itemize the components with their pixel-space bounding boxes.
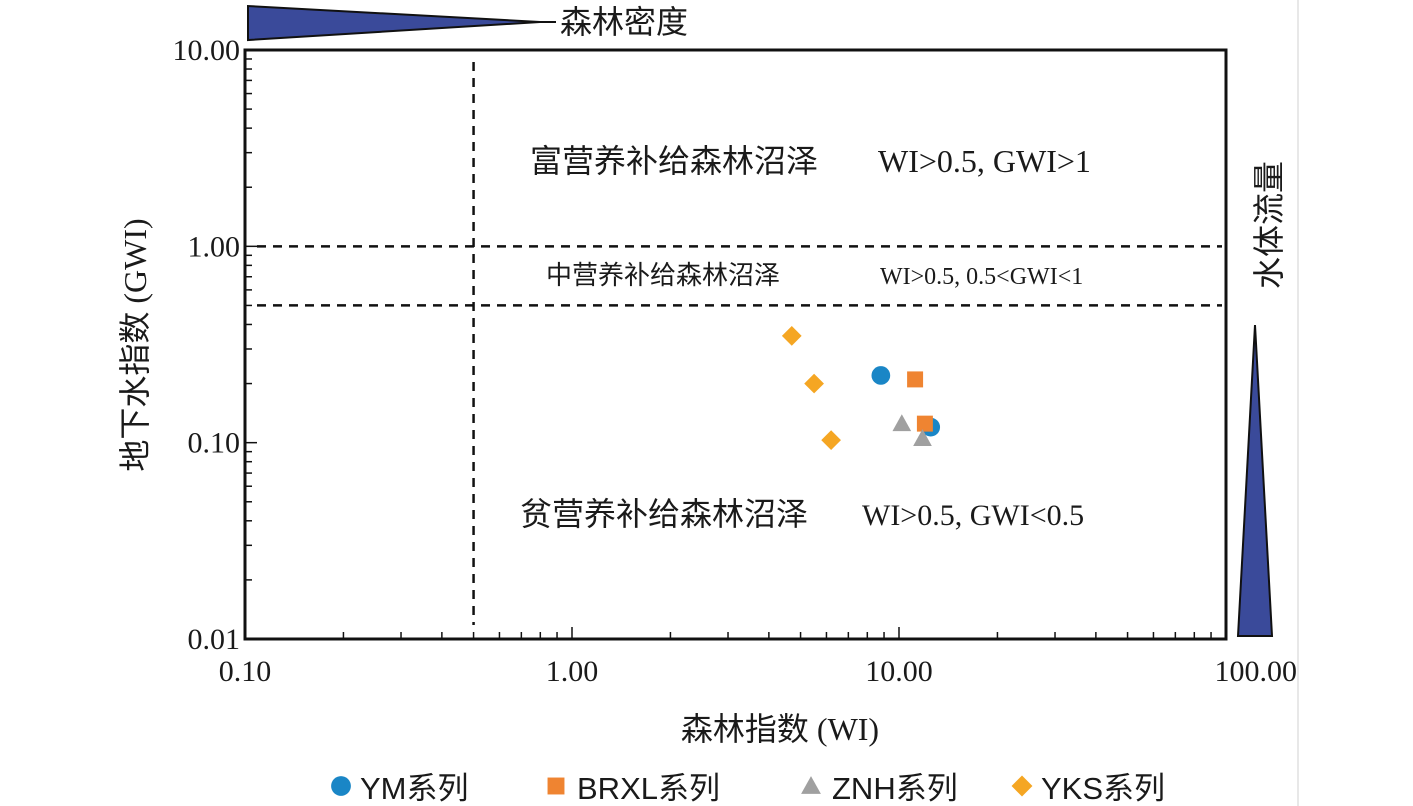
legend-marker-circle xyxy=(331,776,351,796)
y-tick-label: 1.00 xyxy=(188,230,241,263)
water-flow-label: 水体流量 xyxy=(1251,161,1287,289)
y-tick-label: 0.01 xyxy=(188,623,241,656)
y-tick-label: 10.00 xyxy=(173,34,241,67)
water-flow-wedge xyxy=(1236,324,1274,637)
data-point-circle xyxy=(871,366,891,385)
data-point-square xyxy=(907,371,924,388)
forest-density-label: 森林密度 xyxy=(560,4,688,40)
zone-poor-name: 贫营养补给森林沼泽 xyxy=(520,496,808,532)
plot-frame xyxy=(243,48,1228,641)
zone-poor-condition: WI>0.5, GWI<0.5 xyxy=(862,499,1084,532)
x-tick-label: 100.00 xyxy=(1215,655,1298,688)
zone-rich-condition: WI>0.5, GWI>1 xyxy=(878,143,1091,179)
y-tick-label: 0.10 xyxy=(188,427,241,460)
legend-label: ZNH系列 xyxy=(832,771,958,806)
zone-medium-name: 中营养补给森林沼泽 xyxy=(546,261,780,290)
data-point-diamond xyxy=(804,373,824,394)
data-point-diamond xyxy=(781,325,802,346)
x-axis-ticks xyxy=(244,627,1227,639)
data-point-diamond xyxy=(821,430,841,451)
x-tick-label: 0.10 xyxy=(219,655,272,688)
zone-medium-condition: WI>0.5, 0.5<GWI<1 xyxy=(880,264,1083,290)
legend: YM系列 BRXL系列 ZNH系列 YKS系列 xyxy=(331,771,1165,806)
data-point-triangle xyxy=(913,429,932,446)
legend-marker-triangle xyxy=(801,776,821,794)
x-tick-label: 10.00 xyxy=(865,655,933,688)
legend-marker-diamond xyxy=(1011,775,1033,797)
y-axis-tick-labels: 0.01 0.10 1.00 10.00 xyxy=(173,34,241,656)
x-axis-title: 森林指数 (WI) xyxy=(681,711,879,747)
legend-label: BRXL系列 xyxy=(577,771,720,806)
forest-density-wedge xyxy=(247,4,541,42)
x-axis-tick-labels: 0.10 1.00 10.00 100.00 xyxy=(219,655,1297,688)
data-point-triangle xyxy=(892,414,912,432)
x-tick-label: 1.00 xyxy=(546,655,599,688)
y-axis-title: 地下水指数 (GWI) xyxy=(117,218,153,471)
legend-label: YM系列 xyxy=(360,771,469,806)
legend-marker-square xyxy=(547,777,565,795)
legend-label: YKS系列 xyxy=(1041,771,1165,806)
y-axis-ticks xyxy=(245,58,257,640)
data-markers xyxy=(781,325,941,451)
zone-rich-name: 富营养补给森林沼泽 xyxy=(530,143,818,179)
data-point-square xyxy=(916,415,933,432)
